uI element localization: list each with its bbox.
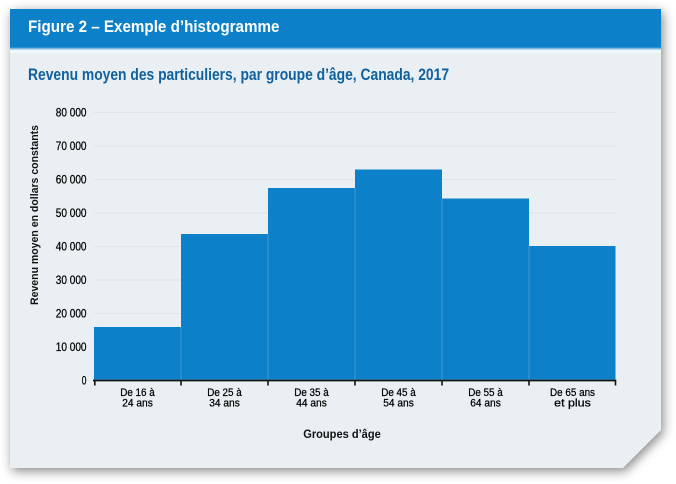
svg-text:24 ans: 24 ans [122, 398, 153, 410]
svg-text:De 55 à: De 55 à [468, 387, 503, 399]
svg-text:10 000: 10 000 [56, 342, 87, 354]
svg-text:50 000: 50 000 [56, 208, 87, 220]
svg-text:De 65 ans: De 65 ans [550, 387, 595, 399]
svg-text:De 45 à: De 45 à [381, 387, 416, 399]
svg-text:60 000: 60 000 [56, 174, 87, 186]
svg-text:20 000: 20 000 [56, 308, 87, 320]
svg-text:44 ans: 44 ans [296, 398, 327, 410]
svg-text:40 000: 40 000 [56, 241, 87, 253]
svg-text:64 ans: 64 ans [470, 398, 501, 410]
svg-text:54 ans: 54 ans [383, 398, 414, 410]
svg-text:0: 0 [82, 375, 87, 387]
svg-text:De 16 à: De 16 à [120, 387, 155, 399]
svg-text:et plus: et plus [554, 398, 591, 410]
svg-text:30 000: 30 000 [56, 275, 87, 287]
svg-text:80 000: 80 000 [56, 107, 87, 119]
svg-text:34 ans: 34 ans [209, 398, 240, 410]
svg-text:De 25 à: De 25 à [207, 387, 242, 399]
svg-text:De 35 à: De 35 à [294, 387, 329, 399]
svg-text:Revenu moyen en dollars consta: Revenu moyen en dollars constants [29, 125, 41, 305]
svg-text:Groupes d’âge: Groupes d’âge [303, 427, 381, 441]
svg-text:70 000: 70 000 [56, 141, 87, 153]
